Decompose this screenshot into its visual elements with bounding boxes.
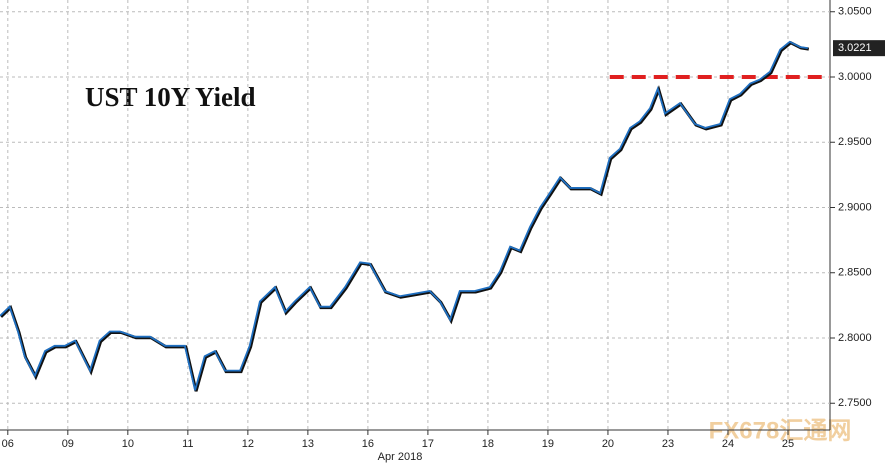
- x-tick-label: 19: [542, 438, 554, 450]
- x-tick-label: 10: [122, 438, 134, 450]
- y-tick-label: 2.8000: [838, 332, 872, 344]
- last-value-box: [833, 40, 885, 57]
- y-tick-label: 2.9500: [838, 136, 872, 148]
- x-tick-label: 25: [782, 438, 794, 450]
- y-tick-label: 2.7500: [838, 397, 872, 409]
- chart-title: UST 10Y Yield: [85, 82, 256, 112]
- last-value-label: 3.0221: [838, 42, 872, 54]
- watermark: FX678汇通网: [709, 417, 852, 444]
- x-axis-label: Apr 2018: [378, 451, 423, 463]
- x-tick-label: 13: [302, 438, 314, 450]
- x-tick-label: 06: [2, 438, 14, 450]
- x-tick-label: 16: [362, 438, 374, 450]
- x-tick-label: 23: [662, 438, 674, 450]
- x-tick-label: 20: [602, 438, 614, 450]
- y-tick-label: 2.9000: [838, 201, 872, 213]
- x-tick-label: 11: [182, 438, 193, 450]
- x-tick-label: 17: [422, 438, 434, 450]
- x-tick-label: 09: [62, 438, 74, 450]
- y-tick-label: 3.0000: [838, 71, 872, 83]
- y-tick-label: 2.8500: [838, 267, 872, 279]
- y-tick-label: 3.0500: [838, 6, 872, 18]
- x-tick-label: 12: [242, 438, 254, 450]
- x-tick-label: 18: [482, 438, 494, 450]
- x-tick-label: 24: [722, 438, 734, 450]
- line: [0, 40, 808, 391]
